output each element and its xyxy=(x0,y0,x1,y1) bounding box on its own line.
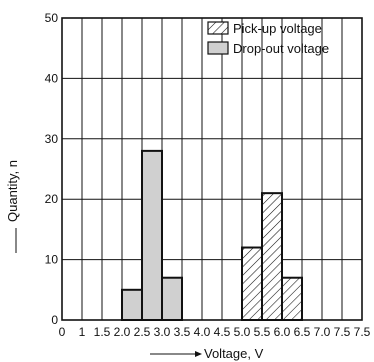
bar-drop-out-0 xyxy=(121,288,143,321)
x-tick-label: 5.0 xyxy=(234,325,251,339)
x-tick-label: 7.5 xyxy=(334,325,351,339)
bar-drop-out-1 xyxy=(141,149,163,321)
x-tick-label: 1.5 xyxy=(94,325,111,339)
x-tick-label: 7.0 xyxy=(314,325,331,339)
y-tick-label: 10 xyxy=(45,253,59,267)
x-axis-arrowhead xyxy=(195,351,202,357)
legend-swatch-drop-out xyxy=(207,41,229,55)
x-axis-label: Voltage, V xyxy=(204,346,264,361)
x-tick-label: 5.5 xyxy=(254,325,271,339)
x-tick-label: 6.5 xyxy=(294,325,311,339)
y-tick-label: 20 xyxy=(45,192,59,206)
bar-drop-out-2 xyxy=(161,276,183,321)
bar-pick-up-0 xyxy=(241,246,263,322)
x-tick-label: 1 xyxy=(79,325,86,339)
bar-pick-up-1 xyxy=(261,192,283,321)
legend-label-drop-out: Drop-out voltage xyxy=(233,41,329,56)
x-tick-label: 4.5 xyxy=(214,325,231,339)
y-axis-label-group: Quantity, n xyxy=(5,160,20,253)
x-tick-label: 3.0 xyxy=(154,325,171,339)
y-tick-label: 0 xyxy=(51,313,58,327)
y-axis-label: Quantity, n xyxy=(5,160,20,222)
legend-swatch-pick-up xyxy=(207,21,229,35)
bar-pick-up-2 xyxy=(281,276,303,321)
x-tick-label: 2.5 xyxy=(134,325,151,339)
x-tick-label: 0 xyxy=(59,325,66,339)
legend-label-pick-up: Pick-up voltage xyxy=(233,21,322,36)
histogram-bars xyxy=(121,149,303,322)
y-tick-label: 50 xyxy=(45,11,59,25)
x-tick-label: 7.5 xyxy=(354,325,371,339)
x-tick-label: 4.0 xyxy=(194,325,211,339)
plot-frame xyxy=(61,17,363,321)
y-tick-label: 30 xyxy=(45,132,59,146)
legend: Pick-up voltage Drop-out voltage xyxy=(207,21,329,56)
grid-lines xyxy=(62,18,362,320)
x-tick-label: 6.0 xyxy=(274,325,291,339)
y-tick-label: 40 xyxy=(45,71,59,85)
x-tick-labels: 0 1 1.5 2.0 2.5 3.0 3.5 4.0 4.5 5.0 5.5 6.0 6.5 7.0 7.… xyxy=(59,325,371,339)
x-tick-label: 2.0 xyxy=(114,325,131,339)
x-axis-label-group: Voltage, V xyxy=(150,346,264,361)
x-tick-label: 3.5 xyxy=(174,325,191,339)
y-tick-labels: 0 10 20 30 40 50 xyxy=(45,11,59,327)
